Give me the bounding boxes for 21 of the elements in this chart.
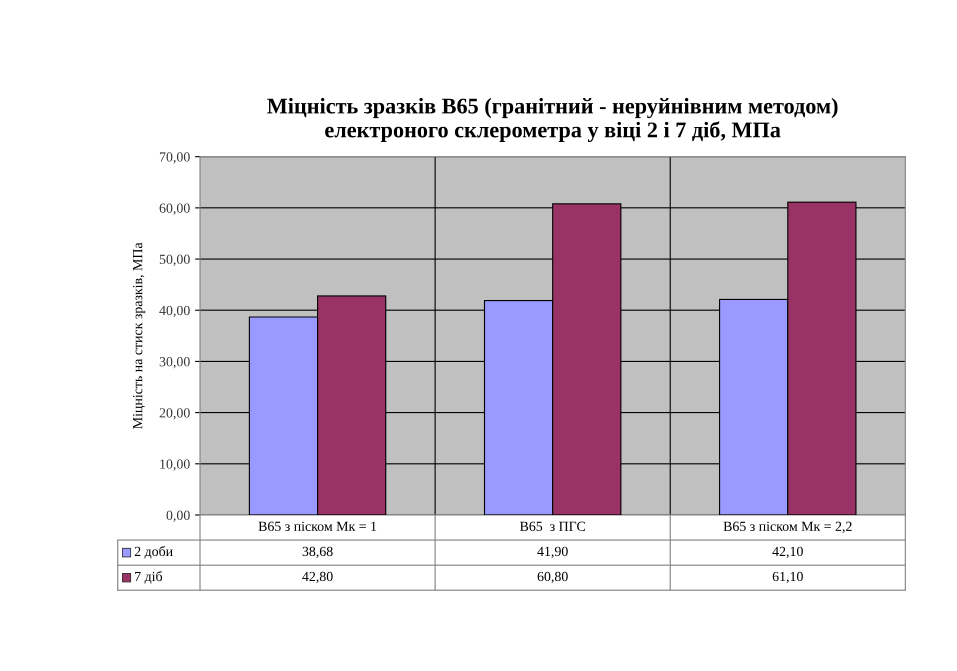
y-tick-label: 40,00 [159,306,190,318]
data-label: 38,68 [302,546,333,558]
y-tick-label: 20,00 [160,408,190,420]
data-label: 60,80 [538,572,568,584]
legend-label: 2 доби [134,546,173,559]
y-tick-label: 30,00 [160,357,190,368]
y-tick-label: 60,00 [160,203,190,215]
chart-title: Міцність зразків В65 (гранітний - неруйнівним методом) електроного склерометра у віці 2 і 7 діб, МПа [267,98,838,142]
y-tick-label: 70,00 [160,152,190,164]
y-axis-title: Міцність на стиск зразків, МПа [132,242,146,429]
data-label: 42,10 [772,546,803,558]
data-label: 41,90 [537,546,568,558]
x-tick-label: В65 з піском Мк = 1 [258,522,376,532]
legend-label: 7 діб [135,571,162,584]
x-tick-label: В65 з піском Мк = 2,2 [724,522,852,534]
y-tick-label: 10,00 [160,459,190,471]
y-tick-label: 50,00 [160,254,190,266]
x-tick-label: В65 з ПГС [520,522,585,532]
y-tick-label: 0,00 [166,510,190,522]
data-label: 42,80 [302,572,333,584]
data-label: 61,10 [772,572,803,584]
